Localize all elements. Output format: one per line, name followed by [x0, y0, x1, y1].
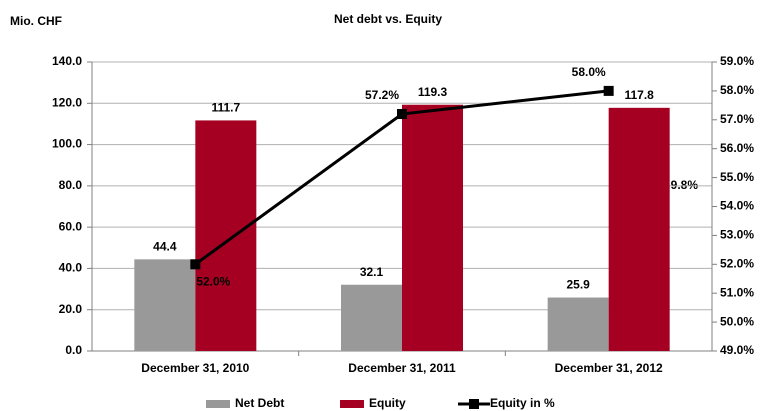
legend-label: Equity	[369, 396, 406, 410]
y-tick-label: 120.0	[52, 95, 82, 109]
legend-marker	[469, 399, 479, 409]
y2-tick-label: 59.0%	[720, 54, 754, 68]
y2-tick-label: 51.0%	[720, 285, 754, 299]
line-marker	[397, 109, 407, 120]
bar-value-label: 44.4	[153, 240, 177, 254]
y-tick-label: 40.0	[59, 261, 83, 275]
y-axis-label: Mio. CHF	[10, 14, 62, 28]
y2-tick-label: 49.0%	[720, 343, 754, 357]
bar-value-label: 32.1	[360, 265, 384, 279]
legend-swatch	[340, 400, 364, 408]
y-tick-label: 20.0	[59, 302, 83, 316]
x-tick-label: December 31, 2011	[348, 361, 456, 375]
y2-tick-label: 50.0%	[720, 314, 754, 328]
bar	[195, 120, 257, 352]
chart-title: Net debt vs. Equity	[334, 12, 442, 26]
y-tick-label: 80.0	[59, 178, 83, 192]
y2-tick-label: 56.0%	[720, 141, 754, 155]
line-value-label: 52.0%	[196, 274, 230, 288]
y2-tick-label: 58.0%	[720, 83, 754, 97]
y2-tick-label: 52.0%	[720, 256, 754, 270]
bar-value-label: 25.9	[566, 278, 590, 292]
legend-label: Equity in %	[490, 396, 555, 410]
x-tick-label: December 31, 2012	[555, 361, 663, 375]
bar	[341, 284, 402, 351]
bar	[134, 259, 196, 351]
bar	[547, 297, 609, 351]
annotation: 9.8%	[671, 178, 699, 192]
y2-tick-label: 55.0%	[720, 170, 754, 184]
y-tick-label: 140.0	[52, 54, 82, 68]
bar-value-label: 119.3	[418, 85, 448, 99]
y-tick-label: 60.0	[59, 219, 83, 233]
bar	[608, 107, 670, 351]
line-marker	[603, 85, 614, 96]
y-tick-label: 100.0	[52, 137, 82, 151]
line-value-label: 57.2%	[365, 88, 399, 102]
legend-label: Net Debt	[235, 396, 284, 410]
line-marker	[190, 259, 201, 270]
y2-tick-label: 54.0%	[720, 199, 754, 213]
bar-value-label: 111.7	[211, 101, 240, 115]
bar-value-label: 117.8	[624, 88, 654, 102]
bar	[402, 104, 463, 351]
y2-tick-label: 53.0%	[720, 228, 754, 242]
legend-swatch	[206, 400, 230, 408]
y2-tick-label: 57.0%	[720, 112, 754, 126]
y-tick-label: 0.0	[65, 343, 82, 357]
line-value-label: 58.0%	[572, 65, 606, 79]
x-tick-label: December 31, 2010	[141, 361, 249, 375]
